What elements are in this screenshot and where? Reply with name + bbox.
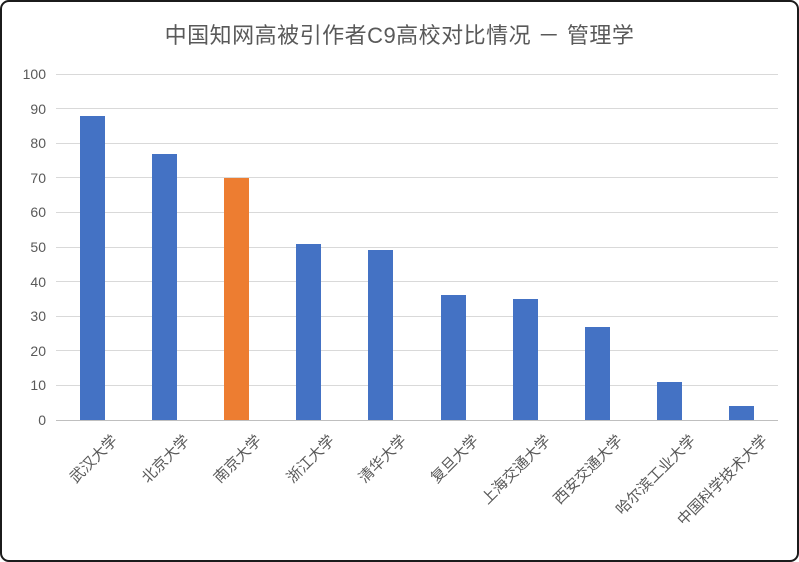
bar-1[interactable] bbox=[151, 153, 177, 420]
y-axis-tick-label: 20 bbox=[30, 342, 46, 359]
gridline bbox=[56, 281, 778, 283]
bar-7[interactable] bbox=[585, 326, 610, 420]
bar-6[interactable] bbox=[512, 298, 538, 420]
x-axis-category-label: 上海交通大学 bbox=[478, 432, 555, 508]
x-axis-category-label: 武汉大学 bbox=[66, 432, 122, 487]
bar-5[interactable] bbox=[440, 295, 466, 420]
bar-2[interactable] bbox=[224, 177, 249, 420]
plot-area bbox=[56, 73, 778, 421]
y-axis-tick-label: 60 bbox=[30, 204, 46, 221]
y-axis-tick-label: 70 bbox=[30, 169, 46, 186]
gridline bbox=[56, 315, 778, 317]
y-axis-tick-label: 0 bbox=[38, 412, 46, 428]
gridline bbox=[56, 73, 778, 75]
y-axis-tick-label: 80 bbox=[30, 135, 46, 152]
y-axis-tick-label: 90 bbox=[30, 100, 46, 117]
y-axis-tick-label: 30 bbox=[30, 308, 46, 325]
y-axis-tick-label: 50 bbox=[30, 239, 46, 255]
y-axis-tick-label: 100 bbox=[22, 66, 46, 82]
x-axis-category-label: 浙江大学 bbox=[283, 432, 338, 487]
bar-8[interactable] bbox=[657, 381, 683, 420]
gridline bbox=[56, 142, 778, 144]
x-axis-category-label: 北京大学 bbox=[138, 432, 194, 487]
gridline bbox=[56, 419, 778, 421]
x-axis-category-label: 清华大学 bbox=[355, 432, 411, 487]
gridline bbox=[56, 177, 778, 179]
bar-3[interactable] bbox=[296, 243, 322, 420]
gridline bbox=[56, 211, 778, 213]
y-axis-tick-label: 40 bbox=[30, 273, 46, 290]
bar-9[interactable] bbox=[729, 406, 755, 420]
y-axis-tick-label: 10 bbox=[30, 377, 46, 394]
x-axis-category-label: 南京大学 bbox=[211, 432, 266, 487]
gridline bbox=[56, 384, 778, 386]
bar-0[interactable] bbox=[79, 115, 105, 420]
gridline bbox=[56, 246, 778, 248]
x-axis-category-label: 西安交通大学 bbox=[550, 432, 627, 508]
x-axis-category-label: 复旦大学 bbox=[427, 432, 483, 487]
gridline bbox=[56, 108, 778, 110]
bar-4[interactable] bbox=[368, 250, 394, 420]
chart-title: 中国知网高被引作者C9高校对比情况 － 管理学 bbox=[164, 23, 635, 48]
gridline bbox=[56, 350, 778, 352]
